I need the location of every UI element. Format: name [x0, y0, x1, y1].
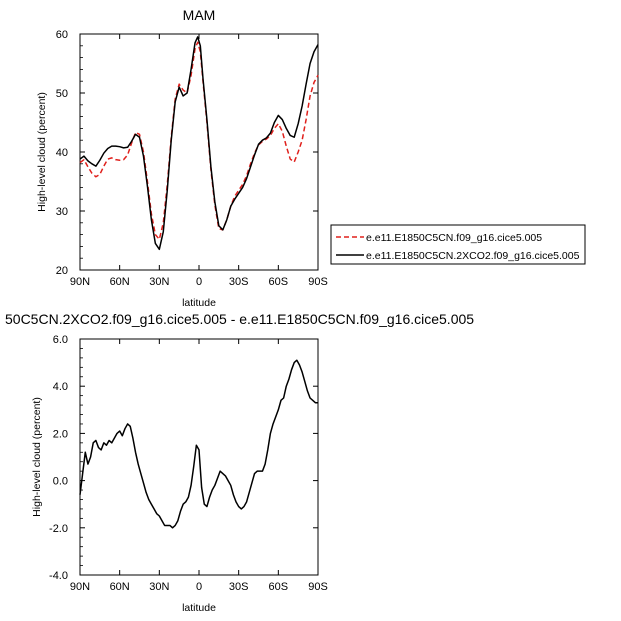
bottom-x-tick-label: 60S	[269, 581, 289, 593]
top-series-group	[79, 36, 319, 251]
legend-label-2xco2: e.e11.E1850C5CN.2XCO2.f09_g16.cice5.005	[366, 250, 580, 262]
bottom-y-tick-label: 4.0	[53, 381, 68, 393]
bottom-y-tick-label: -4.0	[49, 570, 68, 582]
bottom-x-axis-label: latitude	[182, 602, 216, 614]
bottom-panel: 50C5CN.2XCO2.f09_g16.cice5.005 - e.e11.E…	[5, 311, 474, 614]
bottom-x-tick-label: 30S	[229, 581, 249, 593]
bottom-y-tick-label: 2.0	[53, 428, 68, 440]
bottom-x-tick-label: 60N	[110, 581, 130, 593]
bottom-x-tick-label: 30N	[149, 581, 169, 593]
top-x-tick-label: 0	[196, 276, 202, 288]
top-y-axis-label: High-level cloud (percent)	[36, 92, 48, 212]
top-series-line-1	[79, 36, 319, 251]
top-y-tick-label: 30	[56, 206, 68, 218]
top-y-tick-label: 20	[56, 265, 68, 277]
legend-label-control: e.e11.E1850C5CN.f09_g16.cice5.005	[366, 232, 542, 244]
top-x-tick-label: 30N	[149, 276, 169, 288]
bottom-chart-title: 50C5CN.2XCO2.f09_g16.cice5.005 - e.e11.E…	[5, 311, 474, 327]
bottom-y-tick-label: 6.0	[53, 334, 68, 346]
top-y-tick-label: 40	[56, 147, 68, 159]
bottom-series-line-0	[79, 359, 318, 529]
bottom-y-axis-label: High-level cloud (percent)	[31, 397, 43, 517]
bottom-x-tick-label: 0	[196, 581, 202, 593]
bottom-y-tick-label: 0.0	[53, 476, 68, 488]
top-series-line-0	[79, 41, 319, 241]
legend-box	[330, 224, 586, 265]
top-plot-frame	[79, 33, 319, 271]
top-x-axis-label: latitude	[182, 297, 216, 309]
bottom-y-tick-label: -2.0	[49, 523, 68, 535]
top-x-tick-label: 60S	[269, 276, 289, 288]
top-y-tick-label: 60	[56, 29, 68, 41]
bottom-series-group	[79, 359, 318, 529]
top-panel: 90N 60N 30N 0 30S 60S 90S 20 30 40 50 60 MAM latitu…	[36, 7, 328, 309]
top-chart-title: MAM	[183, 7, 216, 23]
top-x-tick-label: 60N	[110, 276, 130, 288]
top-axis-ticks: 90N 60N 30N 0 30S 60S 90S 20 30 40 50 60	[56, 29, 328, 288]
top-y-tick-label: 50	[56, 88, 68, 100]
bottom-x-tick-label: 90S	[308, 581, 328, 593]
top-x-tick-label: 90N	[70, 276, 90, 288]
top-x-tick-label: 30S	[229, 276, 249, 288]
bottom-axis-ticks: 90N 60N 30N 0 30S 60S 90S -4.0 -2.0 0.0 2.0 4.0 6.0	[49, 334, 328, 593]
bottom-x-tick-label: 90N	[70, 581, 90, 593]
top-x-tick-label: 90S	[308, 276, 328, 288]
legend: e.e11.E1850C5CN.f09_g16.cice5.005 e.e11.…	[330, 224, 586, 265]
